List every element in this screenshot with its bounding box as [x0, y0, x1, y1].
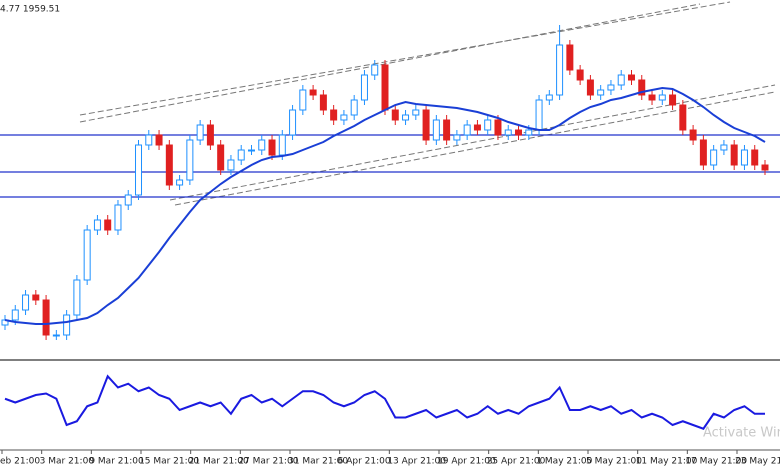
candle-body — [186, 139, 194, 181]
channel-line — [79, 1, 731, 116]
candle-body — [443, 119, 451, 141]
candle-body — [402, 114, 410, 121]
candle-body — [83, 229, 91, 281]
candle-body — [740, 149, 748, 166]
candle-body — [299, 89, 307, 111]
candle-body — [422, 109, 430, 141]
candle-body — [617, 74, 625, 86]
candle-body — [391, 109, 399, 121]
candle-body — [11, 309, 19, 321]
channel-line — [174, 91, 776, 206]
x-tick-label: 19 Apr 21:00 — [437, 457, 496, 467]
candle-body — [42, 299, 50, 336]
candle-body — [638, 79, 646, 96]
candle-body — [247, 149, 255, 152]
candle-body — [309, 89, 317, 96]
x-tick-label: 3 Mar 21:00 — [40, 457, 95, 467]
candle-body — [371, 64, 379, 76]
x-tick-label: 11 May 21:00 — [636, 457, 698, 467]
x-tick-label: 6 Apr 21:00 — [338, 457, 391, 467]
moving-average — [4, 86, 766, 325]
candle-body — [648, 94, 656, 101]
candle-body — [360, 74, 368, 101]
candle-body — [658, 94, 666, 101]
candle-body — [535, 99, 543, 131]
candle-body — [289, 109, 297, 136]
x-tick-label: 15 Mar 21:00 — [139, 457, 199, 467]
candle-body — [319, 94, 327, 111]
x-tick-label: 9 Mar 21:00 — [89, 457, 144, 467]
candle-body — [545, 94, 553, 101]
x-tick-label: 23 May 21:00 — [735, 457, 780, 467]
candle-body — [350, 99, 358, 116]
candle-body — [145, 134, 153, 146]
candle-body — [607, 84, 615, 91]
candle-body — [515, 129, 523, 136]
candle-body — [679, 104, 687, 131]
candle-body — [104, 219, 112, 231]
x-tick-label: 31 Mar 21:00 — [288, 457, 348, 467]
x-tick-label: eb 21:00 — [0, 457, 40, 467]
candle-body — [473, 124, 481, 131]
candle-body — [669, 94, 677, 106]
candle-body — [165, 144, 173, 186]
candle-body — [730, 144, 738, 166]
candle-body — [52, 334, 60, 337]
candle-body — [412, 109, 420, 116]
channel-line — [79, 3, 701, 123]
candle-body — [176, 179, 184, 186]
candle-body — [114, 204, 122, 231]
x-tick-label: 21 Mar 21:00 — [189, 457, 249, 467]
candle-body — [463, 124, 471, 136]
candle-body — [217, 144, 225, 171]
candle-body — [22, 294, 30, 311]
candle-body — [227, 159, 235, 171]
x-tick-label: 1 May 21:00 — [536, 457, 592, 467]
candle-body — [494, 119, 502, 136]
candle-body — [710, 149, 718, 166]
candle-body — [135, 144, 143, 196]
candle-body — [258, 139, 266, 151]
x-tick-label: 5 May 21:00 — [586, 457, 642, 467]
candle-body — [155, 134, 163, 146]
candle-body — [586, 79, 594, 96]
candle-body — [525, 129, 533, 136]
candle-body — [432, 119, 440, 141]
candle-body — [627, 74, 635, 81]
candle-body — [124, 194, 132, 206]
candle-body — [93, 219, 101, 231]
x-tick-label: 27 Mar 21:00 — [238, 457, 298, 467]
candle-body — [566, 44, 574, 71]
candle-body — [206, 124, 214, 146]
candle-body — [381, 64, 389, 111]
x-tick-label: 25 Apr 21:00 — [487, 457, 546, 467]
candle-body — [453, 134, 461, 141]
watermark: Activate Wind — [703, 426, 780, 441]
candle-body — [597, 89, 605, 96]
candle-body — [504, 129, 512, 136]
candle-body — [278, 134, 286, 156]
candle-body — [73, 279, 81, 316]
candle-body — [268, 139, 276, 156]
candle-body — [761, 164, 769, 171]
x-tick-label: 13 Apr 21:00 — [387, 457, 446, 467]
candle-body — [63, 314, 71, 336]
candle-body — [699, 139, 707, 166]
candle-body — [237, 149, 245, 161]
oscillator-line — [4, 374, 765, 430]
candle-body — [340, 114, 348, 121]
x-tick-label: 17 May 21:00 — [685, 457, 747, 467]
candle-body — [751, 149, 759, 166]
candle-body — [576, 69, 584, 81]
candle-body — [484, 119, 492, 131]
candle-body — [556, 44, 564, 96]
candle-body — [196, 124, 204, 141]
candle-body — [330, 109, 338, 121]
candle-body — [32, 294, 40, 301]
candle-body — [720, 144, 728, 151]
candle-body — [689, 129, 697, 141]
header-text: 4.77 1959.51 — [0, 5, 60, 15]
